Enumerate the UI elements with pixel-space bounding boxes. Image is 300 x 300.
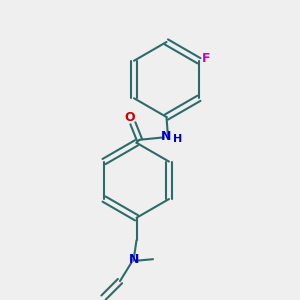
Text: F: F [202,52,211,65]
Text: H: H [173,134,182,144]
Text: N: N [129,253,139,266]
Text: O: O [124,111,135,124]
Text: N: N [161,130,172,143]
